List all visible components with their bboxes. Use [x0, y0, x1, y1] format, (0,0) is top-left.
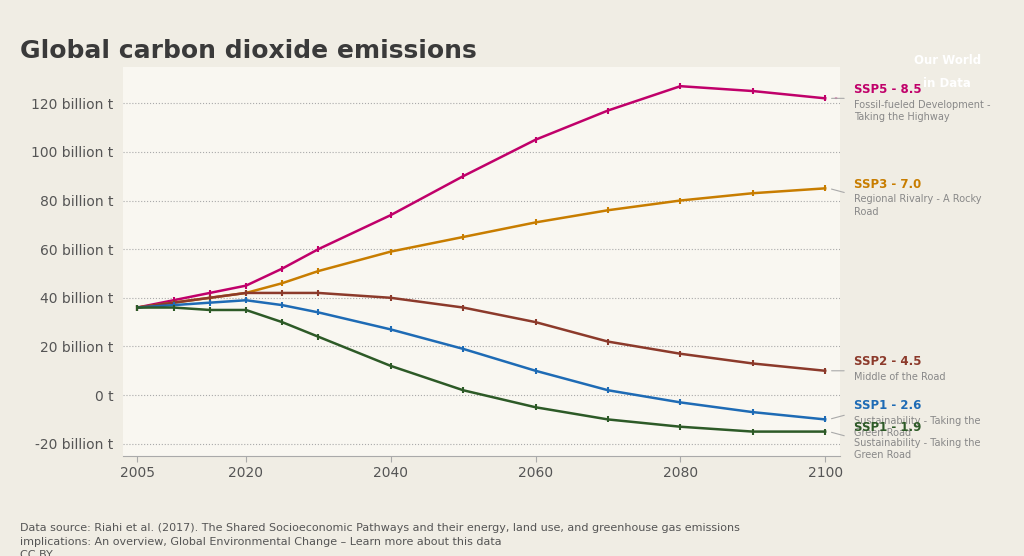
Text: SSP2 - 4.5: SSP2 - 4.5 — [854, 355, 922, 369]
Text: Regional Rivalry - A Rocky
Road: Regional Rivalry - A Rocky Road — [854, 195, 982, 217]
Text: Middle of the Road: Middle of the Road — [854, 372, 945, 382]
Text: Sustainability - Taking the
Green Road: Sustainability - Taking the Green Road — [854, 416, 981, 438]
Text: in Data: in Data — [924, 77, 971, 90]
Text: SSP1 - 1.9: SSP1 - 1.9 — [854, 421, 922, 434]
Text: SSP1 - 2.6: SSP1 - 2.6 — [854, 399, 922, 412]
Text: Fossil-fueled Development -
Taking the Highway: Fossil-fueled Development - Taking the H… — [854, 100, 990, 122]
Text: Our World: Our World — [913, 53, 981, 67]
Text: Sustainability - Taking the
Green Road: Sustainability - Taking the Green Road — [854, 438, 981, 460]
Text: Global carbon dioxide emissions: Global carbon dioxide emissions — [20, 39, 477, 63]
Text: SSP3 - 7.0: SSP3 - 7.0 — [854, 178, 922, 191]
Text: Data source: Riahi et al. (2017). The Shared Socioeconomic Pathways and their en: Data source: Riahi et al. (2017). The Sh… — [20, 523, 740, 533]
Text: SSP5 - 8.5: SSP5 - 8.5 — [854, 83, 922, 96]
Text: implications: An overview, Global Environmental Change – Learn more about this d: implications: An overview, Global Enviro… — [20, 537, 502, 547]
Text: CC BY: CC BY — [20, 550, 53, 556]
